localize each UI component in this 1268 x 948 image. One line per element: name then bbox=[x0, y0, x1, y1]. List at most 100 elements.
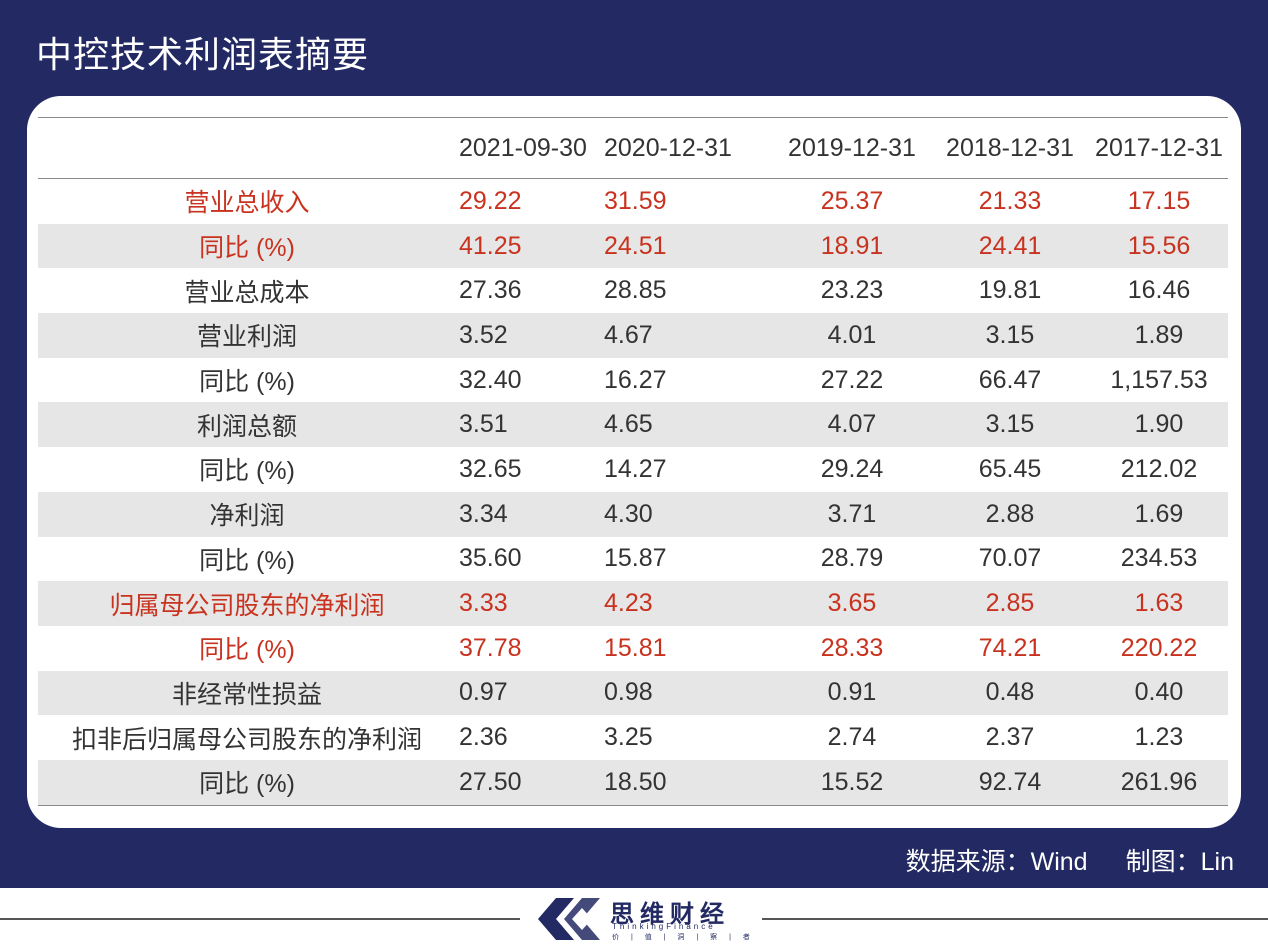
table-row: 营业总收入 29.22 31.59 25.37 21.33 17.15 bbox=[38, 179, 1228, 224]
row-label: 归属母公司股东的净利润 bbox=[109, 591, 385, 620]
table-cell: 2.37 bbox=[985, 723, 1035, 752]
brand-name: 思维财经 bbox=[610, 901, 730, 928]
brand-english: ThinkingFinance bbox=[612, 922, 716, 931]
table-header: 2021-09-30 2020-12-31 2019-12-31 2018-12… bbox=[38, 118, 1228, 179]
table-cell: 92.74 bbox=[978, 767, 1042, 796]
table-cell: 4.65 bbox=[604, 410, 653, 439]
income-table: 2021-09-30 2020-12-31 2019-12-31 2018-12… bbox=[38, 117, 1228, 806]
table-cell: 74.21 bbox=[978, 633, 1042, 662]
table-cell: 0.40 bbox=[1134, 678, 1184, 707]
table-row: 同比 (%) 32.40 16.27 27.22 66.47 1,157.53 bbox=[38, 358, 1228, 403]
table-cell: 0.48 bbox=[985, 678, 1035, 707]
table-cell: 19.81 bbox=[978, 276, 1042, 305]
table-cell: 4.30 bbox=[604, 499, 653, 528]
source-data-value: Wind bbox=[1030, 848, 1088, 876]
table-cell: 234.53 bbox=[1120, 544, 1198, 573]
table-cell: 4.07 bbox=[827, 410, 877, 439]
table-cell: 3.71 bbox=[827, 499, 877, 528]
table-cell: 29.24 bbox=[820, 454, 884, 483]
table-cell: 0.98 bbox=[604, 678, 653, 707]
source-chart-value: Lin bbox=[1200, 848, 1234, 876]
table-cell: 212.02 bbox=[1120, 454, 1198, 483]
table-row: 净利润 3.34 4.30 3.71 2.88 1.69 bbox=[38, 491, 1228, 537]
footer-divider-right bbox=[762, 918, 1268, 920]
table-cell: 1,157.53 bbox=[1110, 365, 1208, 394]
table-cell: 15.56 bbox=[1127, 231, 1191, 260]
table-row: 同比 (%) 37.78 15.81 28.33 74.21 220.22 bbox=[38, 626, 1228, 671]
table-cell: 220.22 bbox=[1120, 633, 1198, 662]
header-col-1: 2021-09-30 bbox=[459, 133, 587, 162]
row-label: 利润总额 bbox=[196, 412, 297, 441]
table-cell: 29.22 bbox=[459, 186, 522, 215]
table-cell: 3.15 bbox=[985, 410, 1035, 439]
header-col-2: 2020-12-31 bbox=[604, 133, 732, 162]
table-cell: 18.91 bbox=[820, 231, 884, 260]
table-cell: 24.41 bbox=[978, 231, 1042, 260]
brand-logo: 思维财经 ThinkingFinance 价 | 值 | 洞 | 察 | 者 bbox=[534, 892, 750, 946]
table-cell: 32.65 bbox=[459, 454, 522, 483]
row-label: 营业总收入 bbox=[184, 189, 310, 218]
table-cell: 17.15 bbox=[1127, 186, 1191, 215]
table-row: 非经常性损益 0.97 0.98 0.91 0.48 0.40 bbox=[38, 670, 1228, 716]
table-cell: 2.88 bbox=[985, 499, 1035, 528]
table-cell: 4.23 bbox=[604, 589, 653, 618]
page-title: 中控技术利润表摘要 bbox=[36, 34, 370, 75]
table-cell: 0.97 bbox=[459, 678, 508, 707]
brand-tagline: 价 | 值 | 洞 | 察 | 者 bbox=[612, 934, 755, 941]
table-cell: 2.36 bbox=[459, 723, 508, 752]
table-cell: 41.25 bbox=[459, 231, 522, 260]
row-label: 同比 (%) bbox=[199, 770, 295, 799]
table-cell: 23.23 bbox=[820, 276, 884, 305]
table-cell: 70.07 bbox=[978, 544, 1042, 573]
brand-logo-icon bbox=[538, 898, 600, 940]
row-label: 同比 (%) bbox=[199, 457, 295, 486]
source-chart-label: 制图 bbox=[1125, 848, 1176, 876]
table-cell: 27.50 bbox=[459, 767, 522, 796]
row-label: 非经常性损益 bbox=[171, 680, 322, 709]
table-row: 同比 (%) 35.60 15.87 28.79 70.07 234.53 bbox=[38, 537, 1228, 582]
table-cell: 28.33 bbox=[820, 633, 884, 662]
table-row: 归属母公司股东的净利润 3.33 4.23 3.65 2.85 1.63 bbox=[38, 581, 1228, 626]
table-cell: 16.27 bbox=[604, 365, 667, 394]
row-label: 净利润 bbox=[209, 502, 285, 531]
footer-divider-left bbox=[0, 918, 520, 920]
table-row: 利润总额 3.51 4.65 4.07 3.15 1.90 bbox=[38, 402, 1228, 448]
table-cell: 28.79 bbox=[820, 544, 884, 573]
table-row: 同比 (%) 27.50 18.50 15.52 92.74 261.96 bbox=[38, 759, 1228, 805]
row-label: 同比 (%) bbox=[199, 546, 295, 575]
table-row: 营业利润 3.52 4.67 4.01 3.15 1.89 bbox=[38, 313, 1228, 358]
table-cell: 1.89 bbox=[1134, 320, 1184, 349]
table-cell: 1.90 bbox=[1134, 410, 1184, 439]
table-cell: 32.40 bbox=[459, 365, 522, 394]
table-cell: 1.63 bbox=[1134, 589, 1184, 618]
table-cell: 28.85 bbox=[604, 276, 667, 305]
table-cell: 3.51 bbox=[459, 410, 508, 439]
header-col-5: 2017-12-31 bbox=[1095, 133, 1223, 162]
table-cell: 37.78 bbox=[459, 633, 522, 662]
header-col-4: 2018-12-31 bbox=[946, 133, 1074, 162]
source-data-label: 数据来源 bbox=[905, 848, 1006, 876]
table-cell: 2.74 bbox=[827, 723, 877, 752]
table-cell: 3.52 bbox=[459, 320, 508, 349]
table-cell: 18.50 bbox=[604, 767, 667, 796]
table-cell: 21.33 bbox=[978, 186, 1042, 215]
source-colon-2: ： bbox=[1175, 848, 1201, 876]
table-cell: 35.60 bbox=[459, 544, 522, 573]
source-note: 数据来源：Wind 制图：Lin bbox=[906, 842, 1234, 878]
table-cell: 27.36 bbox=[459, 276, 522, 305]
row-label: 营业利润 bbox=[196, 323, 297, 352]
table-cell: 65.45 bbox=[978, 454, 1042, 483]
table-row: 同比 (%) 41.25 24.51 18.91 24.41 15.56 bbox=[38, 223, 1228, 269]
table-cell: 3.34 bbox=[459, 499, 508, 528]
table-cell: 14.27 bbox=[604, 454, 667, 483]
source-colon: ： bbox=[1005, 848, 1031, 876]
table-cell: 66.47 bbox=[978, 365, 1042, 394]
table-cell: 0.91 bbox=[827, 678, 877, 707]
table-cell: 2.85 bbox=[985, 589, 1035, 618]
header-label bbox=[38, 118, 456, 178]
table-cell: 15.87 bbox=[604, 544, 667, 573]
table-cell: 25.37 bbox=[820, 186, 884, 215]
table-row: 扣非后归属母公司股东的净利润 2.36 3.25 2.74 2.37 1.23 bbox=[38, 715, 1228, 760]
table-cell: 3.15 bbox=[985, 320, 1035, 349]
row-label: 同比 (%) bbox=[199, 636, 295, 665]
